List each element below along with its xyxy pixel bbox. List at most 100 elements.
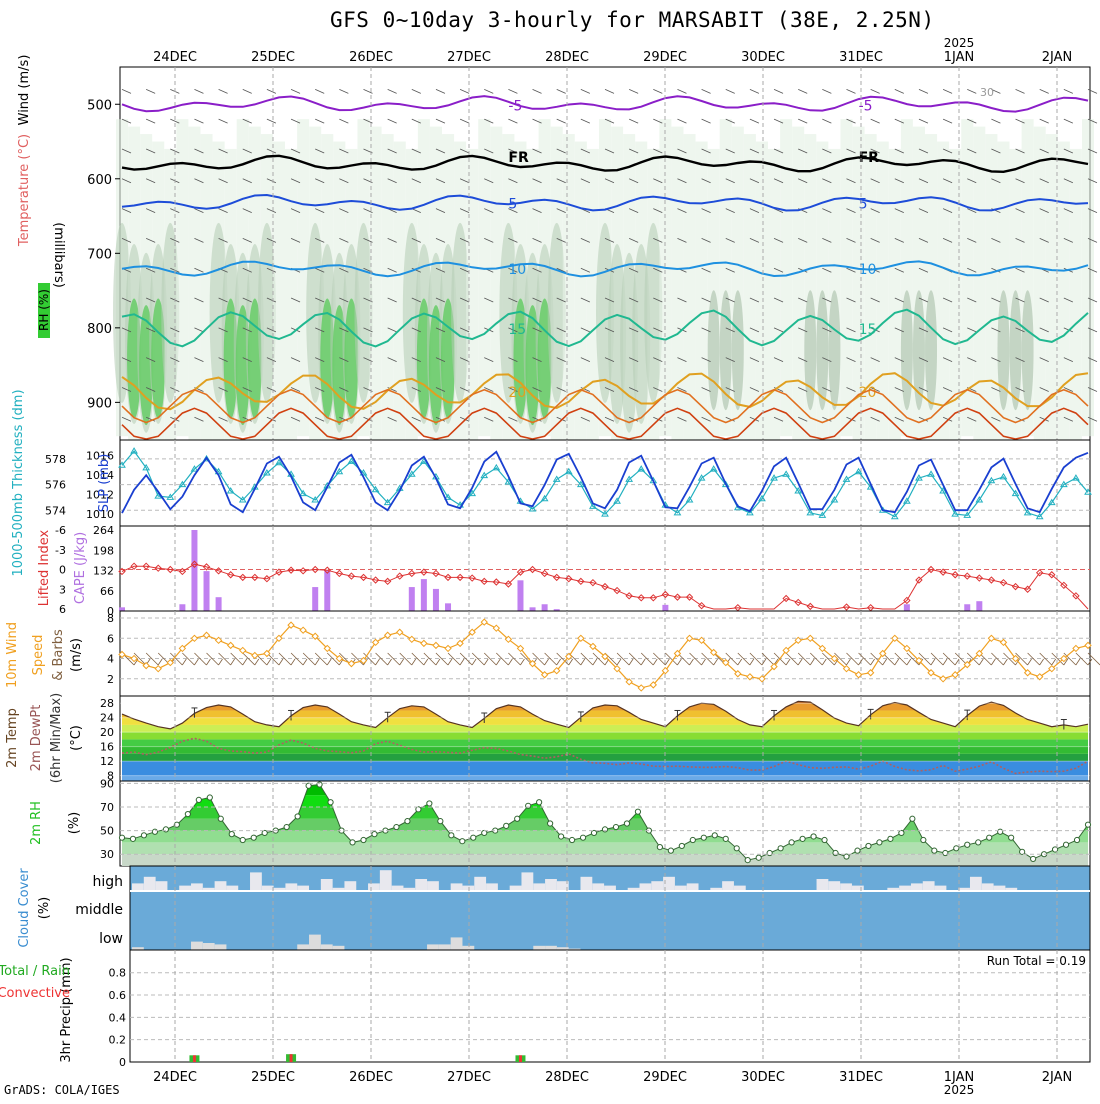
- wind-point: [903, 644, 911, 653]
- upper-wind-barb: [411, 327, 421, 333]
- thickness-point: [939, 487, 947, 494]
- wind-point: [661, 666, 670, 675]
- rh-shade-light: [961, 119, 974, 437]
- rh-shade-light: [985, 134, 998, 452]
- upper-wind-barb: [121, 327, 132, 333]
- wind-point: [323, 644, 331, 653]
- upper-wind-barb: [1063, 238, 1074, 243]
- wind-barb-tick: [568, 658, 574, 666]
- upper-wind-barb: [121, 416, 132, 422]
- upper-wind-barb: [653, 267, 663, 273]
- cloud-high-bar: [580, 876, 593, 890]
- rh-shade-light: [297, 119, 310, 437]
- upper-wind-barb: [266, 238, 277, 243]
- cloud-high-bar: [226, 885, 239, 890]
- upper-wind-barb: [870, 118, 880, 124]
- temp-contour-3: [121, 260, 1089, 278]
- rh-point: [920, 836, 927, 844]
- cloud-high-bar: [651, 881, 664, 890]
- wind-barb-tick: [689, 658, 694, 666]
- wind-barb: [725, 652, 739, 666]
- cloud-high-bar: [533, 883, 546, 890]
- temp-axis-label-4: (°C): [69, 725, 84, 751]
- lifted-point: [589, 578, 597, 587]
- lifted-point: [1035, 569, 1044, 577]
- wind-barb-tick: [411, 658, 417, 666]
- wind-point: [383, 631, 392, 639]
- temp-contour-4: [121, 308, 1089, 348]
- wind-point: [891, 634, 899, 643]
- upper-wind-barb: [870, 88, 880, 94]
- wind-axis-label-4: (m/s): [69, 638, 84, 672]
- upper-wind-barb: [894, 238, 904, 243]
- wind-point: [987, 634, 996, 643]
- cloud-high-bar: [604, 885, 616, 890]
- upper-wind-barb: [1015, 208, 1025, 213]
- rh-shade-light: [768, 148, 781, 467]
- upper-wind-barb: [339, 238, 349, 243]
- lifted-point: [673, 593, 682, 601]
- thickness-point: [601, 510, 609, 517]
- wind-barb: [1063, 652, 1077, 666]
- upper-wind-barb: [991, 416, 1001, 422]
- lifted-point: [251, 573, 259, 582]
- wind-barb-tick: [930, 658, 936, 666]
- upper-wind-barb: [653, 297, 663, 303]
- upper-wind-barb: [508, 357, 518, 363]
- upper-wind-barb: [411, 118, 421, 124]
- wind-barb: [809, 652, 823, 666]
- thickness-point: [625, 475, 634, 482]
- upper-wind-barb: [387, 118, 397, 124]
- upper-wind-barb: [387, 267, 397, 273]
- wind-barb-tick: [809, 658, 815, 666]
- wind-point: [999, 638, 1008, 647]
- lifted-point: [166, 565, 175, 574]
- upper-wind-barb: [435, 297, 446, 303]
- lifted-point: [685, 593, 694, 601]
- credit-label: GrADS: COLA/IGES: [4, 1083, 120, 1097]
- upper-wind-barb: [725, 357, 735, 363]
- wind-point: [1072, 644, 1080, 653]
- upper-wind-barb: [1039, 148, 1049, 154]
- thickness-point: [890, 512, 899, 520]
- lifted-point: [263, 575, 271, 583]
- precip-tick-0: 0: [119, 1056, 126, 1069]
- upper-wind-barb: [991, 267, 1001, 273]
- rh-point: [503, 822, 510, 829]
- wind-barb: [242, 652, 256, 666]
- upper-wind-barb: [846, 178, 856, 184]
- thickness-point: [794, 487, 803, 494]
- thickness-point: [902, 497, 911, 504]
- temp-contour-label-1-0: FR: [508, 150, 529, 166]
- upper-wind-barb: [773, 267, 784, 273]
- thickness-point: [226, 487, 235, 494]
- precip-tick-0.2: 0.2: [109, 1034, 127, 1047]
- wind-point: [939, 675, 947, 683]
- wind-barb-tick: [471, 658, 477, 666]
- upper-wind-barb: [315, 387, 325, 392]
- wind-barb: [653, 652, 666, 666]
- upper-wind-barb: [459, 387, 470, 392]
- cloud-low-bar: [438, 944, 451, 950]
- upper-wind-barb: [266, 327, 277, 333]
- upper-wind-barb: [459, 297, 470, 303]
- temp-tick-16: 16: [100, 741, 114, 754]
- wind-barb-tick: [664, 658, 670, 666]
- rh-shade-mid: [997, 290, 1010, 411]
- lifted-point: [552, 573, 561, 582]
- precip-conv-bar: [518, 1055, 522, 1062]
- cloud-low-bar: [309, 934, 321, 950]
- thickness-point: [915, 474, 923, 481]
- wind-point: [1060, 654, 1068, 663]
- upper-wind-barb: [194, 238, 204, 243]
- rh-shade-light: [852, 126, 865, 444]
- upper-wind-barb: [846, 357, 856, 363]
- upper-wind-barb: [942, 238, 953, 243]
- cloud-high-bar: [521, 872, 534, 890]
- wind-barb: [483, 652, 497, 666]
- upper-wind-barb: [1039, 88, 1049, 94]
- cloud-high-bar: [981, 883, 994, 890]
- upper-wind-barb: [773, 118, 784, 124]
- wind-legend-label: Wind (m/s): [17, 55, 32, 126]
- wind-barb: [314, 652, 328, 666]
